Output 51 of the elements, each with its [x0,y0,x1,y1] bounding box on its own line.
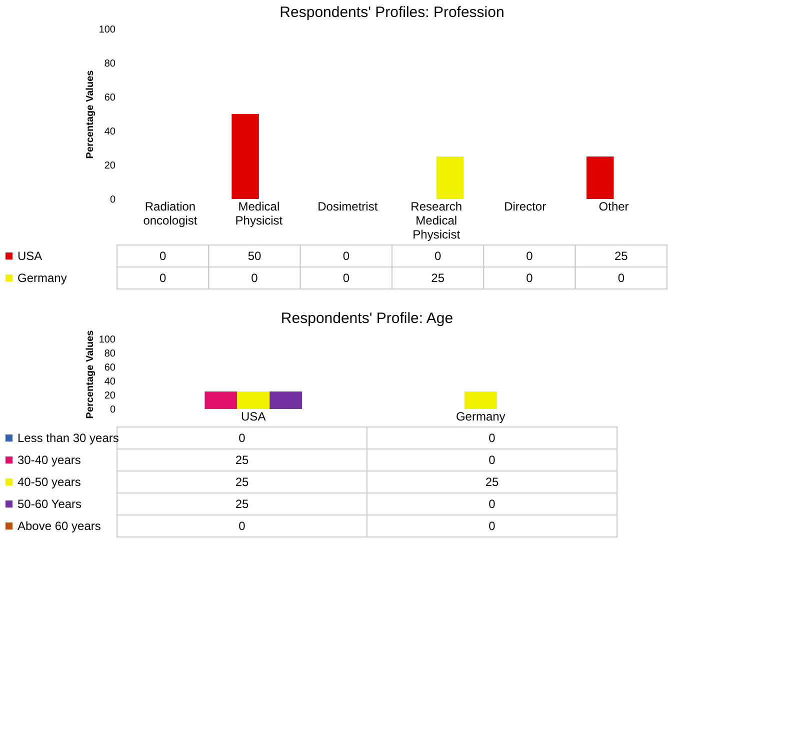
chart-title: Respondents' Profile: Age [280,310,454,327]
chart-title: Respondents' Profiles: Profession [280,4,504,21]
data-label: 25 [235,497,249,511]
data-label: 0 [618,271,625,285]
y-tick-label: 100 [98,24,116,36]
data-label: 0 [238,431,246,445]
data-label: 0 [488,453,496,467]
data-label: 0 [488,497,496,511]
data-label: 0 [342,271,350,285]
y-tick-label: 40 [104,126,116,138]
y-tick-label: 20 [104,160,116,172]
y-tick-label: 100 [98,334,116,346]
legend-label: 40-50 years [18,475,81,489]
data-label: 0 [526,249,534,263]
y-tick-label: 0 [110,194,116,206]
y-axis-title: Percentage Values [84,70,96,159]
data-label: 25 [614,249,628,263]
y-tick-label: 60 [104,362,116,374]
data-label: 0 [488,431,496,445]
data-label: 50 [248,249,262,263]
legend-label: Germany [18,271,67,285]
data-label: 25 [235,475,249,489]
legend-label: 30-40 years [18,453,81,467]
y-tick-label: 0 [110,404,116,416]
data-label: 25 [235,453,249,467]
data-label: 25 [485,475,499,489]
data-label: 0 [434,249,442,263]
x-tick-label: Medical Physicist [235,200,284,228]
legend-label: 50-60 Years [18,497,82,511]
data-label: 0 [342,249,350,263]
x-tick-label: Radiation oncologist [143,200,198,228]
data-label: 0 [488,519,496,533]
legend-label: Less than 30 years [18,431,119,445]
legend-label: USA [18,249,42,263]
y-tick-label: 40 [104,376,116,388]
y-axis-title: Percentage Values [84,330,96,419]
y-tick-label: 80 [104,348,116,360]
data-label: 0 [238,519,246,533]
x-tick-label: Dosimetrist [318,200,378,214]
data-label: 0 [526,271,534,285]
data-label: 0 [159,249,166,263]
x-tick-label: Research Medical Physicist [410,200,462,242]
x-tick-label: Other [598,200,629,214]
y-tick-label: 80 [104,58,116,70]
data-label: 0 [251,271,258,285]
y-tick-label: 20 [104,390,116,402]
data-label: 0 [159,271,166,285]
data-label: 25 [431,271,445,285]
x-tick-label: Director [504,200,546,214]
y-tick-label: 60 [104,92,116,104]
legend-label: Above 60 years [18,519,101,533]
